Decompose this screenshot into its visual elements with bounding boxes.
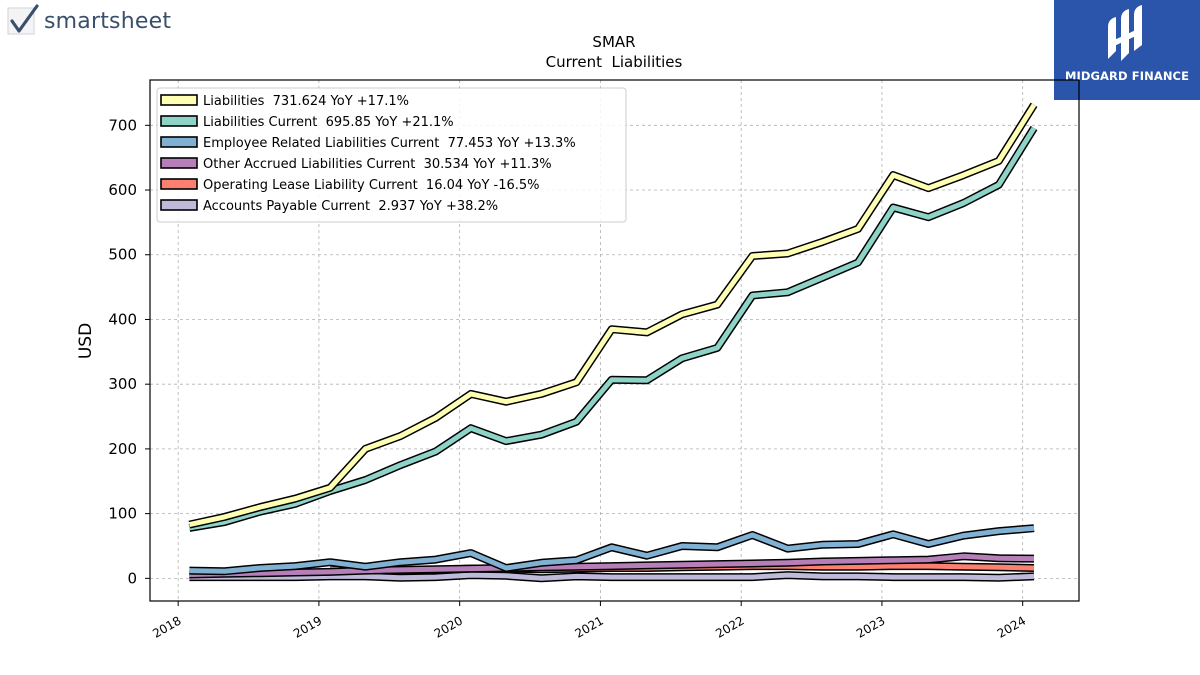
smartsheet-logo: smartsheet [6,4,171,38]
legend-swatch [160,199,198,211]
x-tick-label: 2024 [995,613,1028,640]
midgard-emblem-icon [1108,5,1142,61]
midgard-finance-logo: MIDGARD FINANCE [1054,0,1200,100]
legend-entry: Liabilities 731.624 YoY +17.1% [203,94,409,109]
series-line [189,572,1035,581]
series-line [188,103,1037,528]
series-line [189,525,1035,574]
x-tick-label: 2018 [150,613,183,640]
y-tick-label: 700 [108,116,137,134]
legend-box [156,87,627,223]
x-tick-label: 2023 [854,613,887,640]
legend-entry: Employee Related Liabilities Current 77.… [203,136,576,151]
legend-entry: Accounts Payable Current 2.937 YoY +38.2… [203,199,498,214]
y-tick-label: 200 [108,440,137,458]
legend-swatch [160,178,198,190]
legend-entry: Liabilities Current 695.85 YoY +21.1% [203,115,454,130]
chart-subtitle: Current Liabilities [546,53,683,71]
legend-swatch [160,94,198,106]
chart-title: SMAR [592,33,635,51]
legend-entry: Other Accrued Liabilities Current 30.534… [203,157,552,172]
y-tick-label: 300 [108,375,137,393]
legend-swatch [160,115,198,127]
y-tick-label: 0 [127,569,137,587]
x-tick-label: 2020 [432,613,465,640]
y-tick-label: 600 [108,181,137,199]
series-layer [188,102,1038,583]
smartsheet-logo-text: smartsheet [44,8,172,34]
y-tick-label: 400 [108,310,137,328]
y-tick-label: 100 [108,505,137,523]
x-tick-label: 2021 [572,613,605,640]
legend-swatch [160,136,198,148]
y-axis-label: USD [76,323,96,359]
midgard-logo-text: MIDGARD FINANCE [1064,69,1190,83]
legend: Liabilities 731.624 YoY +17.1% Liabilitie… [156,87,627,223]
plot-frame [149,79,1080,602]
series-line [189,553,1035,577]
x-tick-label: 2019 [291,613,324,640]
checkmark-logo-icon [7,4,39,35]
legend-entry: Operating Lease Liability Current 16.04 … [203,178,540,193]
x-tick-label: 2022 [713,613,746,640]
y-tick-label: 500 [108,246,137,264]
legend-swatch [160,157,198,169]
